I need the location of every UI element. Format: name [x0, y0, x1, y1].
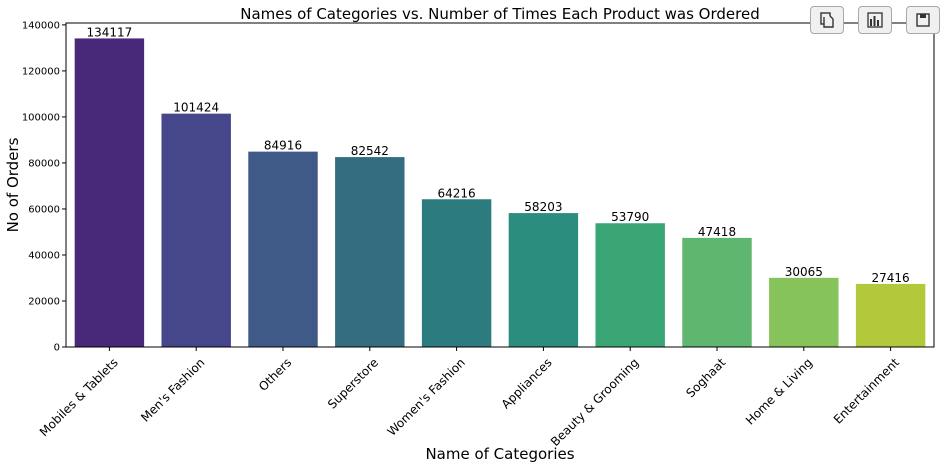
bar [595, 223, 665, 347]
x-tick-label: Superstore [325, 355, 381, 411]
x-tick-label: Mobiles & Tablets [37, 355, 121, 439]
chart-title: Names of Categories vs. Number of Times … [240, 5, 759, 23]
copy-icon [820, 12, 834, 28]
bar-value-label: 64216 [438, 186, 476, 200]
y-tick-label: 100000 [22, 112, 60, 123]
bar-labels-group: 134117 101424 84916 82542 64216 58203 53790 474… [86, 25, 909, 284]
bar-value-label: 47418 [698, 225, 736, 239]
x-tick-label: Soghaat [683, 355, 728, 400]
y-axis: 0 20000 40000 60000 80000 100000 120000 140000 [22, 20, 66, 354]
bar [335, 157, 405, 347]
bar-value-label: 101424 [173, 101, 219, 115]
bar-value-label: 82542 [351, 144, 389, 158]
bar-value-label: 84916 [264, 139, 302, 153]
bar-value-label: 58203 [524, 200, 562, 214]
x-axis-label: Name of Categories [425, 445, 574, 463]
y-tick-label: 120000 [22, 66, 60, 77]
bar [769, 277, 839, 347]
bar-chart-icon [867, 12, 883, 28]
x-axis: Mobiles & Tablets Men's Fashion Others Supe… [37, 347, 902, 449]
y-tick-label: 60000 [28, 204, 60, 215]
x-tick-label: Home & Living [743, 355, 815, 427]
x-tick-label: Others [256, 355, 294, 393]
save-icon [916, 13, 930, 27]
bar-value-label: 27416 [872, 271, 910, 285]
bar-value-label: 134117 [86, 25, 132, 39]
bar-value-label: 30065 [785, 265, 823, 279]
x-tick-label: Entertainment [831, 355, 902, 426]
y-tick-label: 20000 [28, 296, 60, 307]
x-tick-label: Appliances [499, 355, 555, 411]
x-tick-label: Beauty & Grooming [548, 355, 642, 449]
bar [161, 113, 231, 348]
bar-value-label: 53790 [611, 210, 649, 224]
plot-frame [65, 22, 935, 348]
bar [682, 237, 752, 347]
chart-view-button[interactable] [858, 6, 892, 34]
x-tick-label: Women's Fashion [385, 355, 468, 438]
y-tick-label: 40000 [28, 250, 60, 261]
x-tick-label: Men's Fashion [138, 355, 207, 424]
save-button[interactable] [906, 6, 940, 34]
bar [421, 199, 492, 347]
y-tick-label: 140000 [22, 20, 60, 31]
bar [508, 213, 579, 347]
y-tick-label: 0 [54, 343, 60, 354]
y-axis-label: No of Orders [4, 137, 22, 232]
bar [74, 38, 145, 348]
y-tick-label: 80000 [28, 158, 60, 169]
copy-button[interactable] [810, 6, 844, 34]
bars-group [74, 38, 926, 348]
bar [855, 283, 926, 347]
bar [248, 151, 318, 347]
